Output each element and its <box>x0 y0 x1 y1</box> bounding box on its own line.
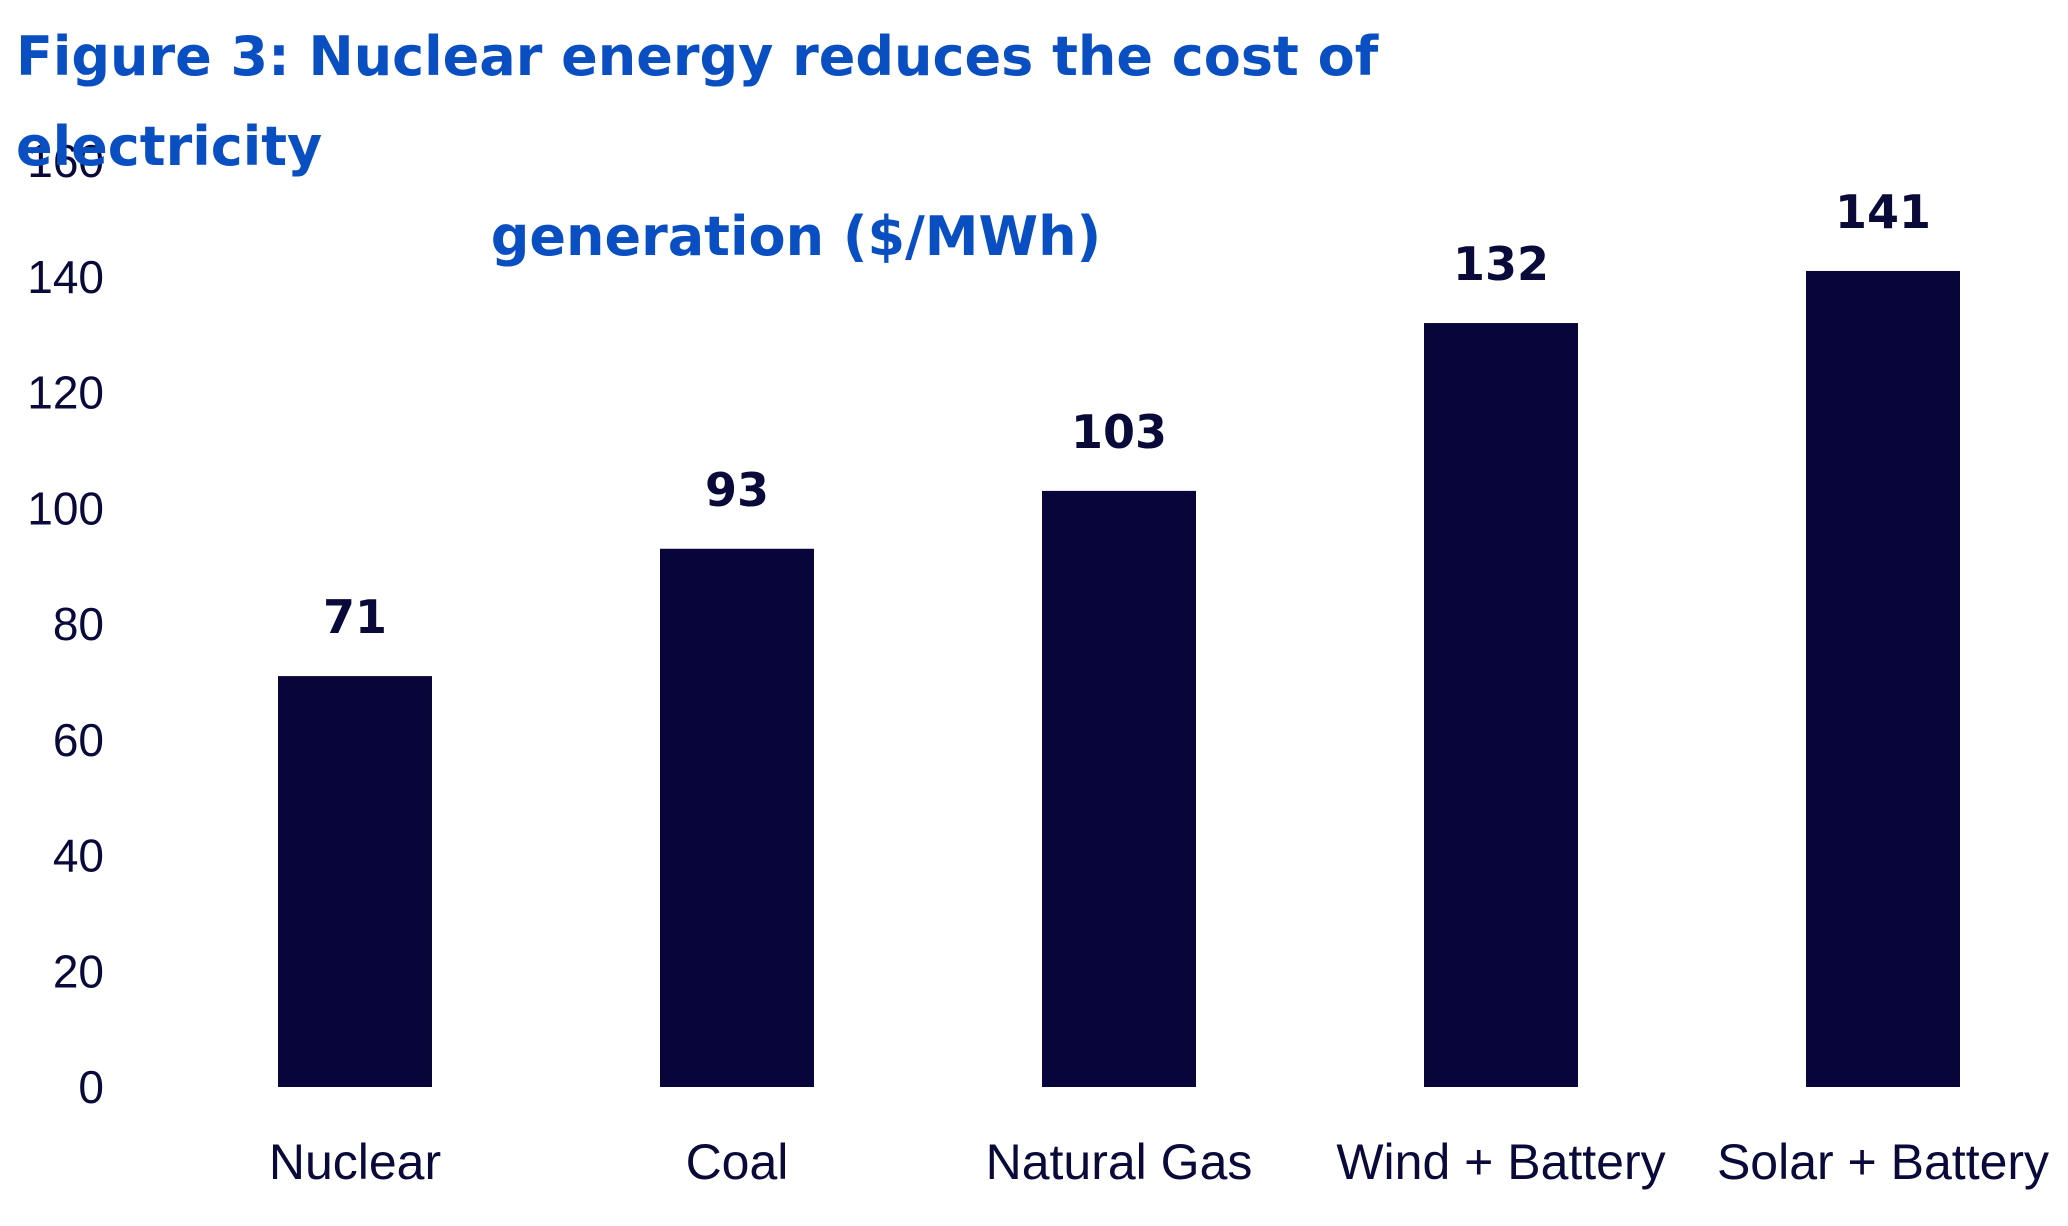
bar <box>1424 323 1578 1087</box>
x-tick-label: Coal <box>686 1134 789 1190</box>
data-label: 132 <box>1453 237 1549 291</box>
bar <box>1042 490 1196 1087</box>
y-axis: 0 20 40 60 80 100 120 140 160 <box>27 135 104 1113</box>
x-axis: Nuclear Coal Natural Gas Wind + Battery Sola… <box>269 1134 2049 1190</box>
data-label: 71 <box>323 590 387 644</box>
y-tick-label: 20 <box>53 945 104 997</box>
data-labels: 71 93 103 132 141 <box>323 185 1931 644</box>
y-tick-label: 40 <box>53 830 104 882</box>
chart-title-line-1: Figure 3: Nuclear energy reduces the cos… <box>16 25 1379 178</box>
y-tick-label: 160 <box>27 135 104 187</box>
bar <box>660 548 814 1087</box>
data-label: 141 <box>1835 185 1931 239</box>
data-label: 93 <box>705 463 769 517</box>
chart-title-line-2: generation ($/MWh) <box>490 205 1102 268</box>
bar <box>278 676 432 1087</box>
chart-title: Figure 3: Nuclear energy reduces the cos… <box>16 12 1576 282</box>
y-tick-label: 0 <box>78 1061 104 1113</box>
bar <box>1806 270 1960 1087</box>
data-label: 103 <box>1071 405 1167 459</box>
x-tick-label: Solar + Battery <box>1717 1134 2049 1190</box>
bars <box>278 270 1960 1087</box>
y-tick-label: 80 <box>53 598 104 650</box>
y-tick-label: 140 <box>27 251 104 303</box>
y-tick-label: 120 <box>27 367 104 419</box>
x-tick-label: Natural Gas <box>986 1134 1253 1190</box>
y-tick-label: 60 <box>53 714 104 766</box>
y-tick-label: 100 <box>27 482 104 534</box>
x-tick-label: Wind + Battery <box>1336 1134 1665 1190</box>
x-tick-label: Nuclear <box>269 1134 441 1190</box>
